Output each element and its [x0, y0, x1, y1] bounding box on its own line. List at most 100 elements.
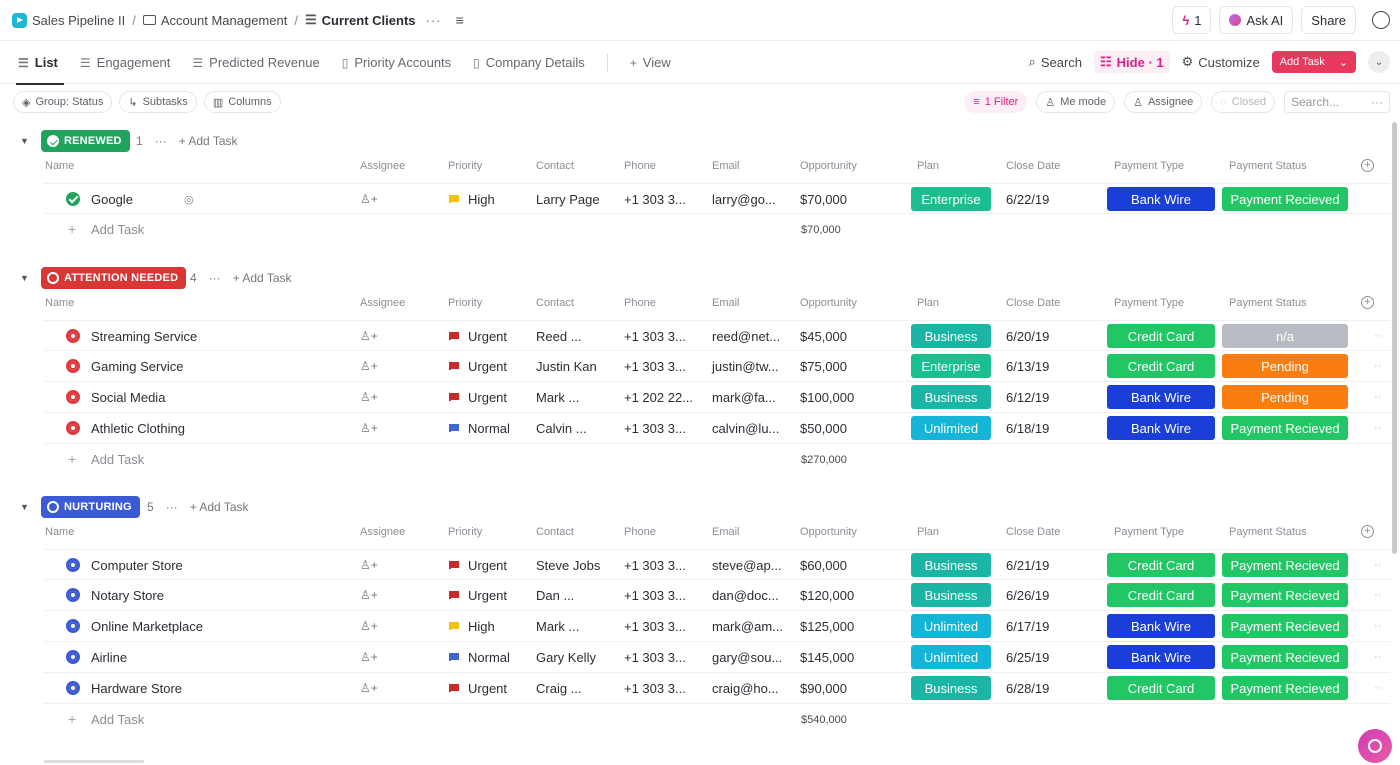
cell-opportunity[interactable]: $100,000: [800, 389, 855, 405]
attachment-icon[interactable]: ◎: [184, 193, 194, 206]
column-header-close-date[interactable]: Close Date: [1006, 526, 1061, 538]
task-name[interactable]: Social Media: [91, 389, 166, 405]
add-task-row[interactable]: + Add Task $540,000: [44, 704, 1390, 734]
search-icon[interactable]: [1372, 11, 1390, 29]
column-header-email[interactable]: Email: [712, 297, 740, 309]
cell-opportunity[interactable]: $45,000: [800, 328, 847, 344]
cell-priority[interactable]: Normal: [468, 649, 510, 665]
add-column-icon[interactable]: +: [1361, 159, 1374, 172]
column-header-payment-type[interactable]: Payment Type: [1114, 526, 1185, 538]
cell-phone[interactable]: +1 303 3...: [624, 587, 686, 603]
customize-button[interactable]: ⚙ Customize: [1182, 54, 1260, 70]
cell-phone[interactable]: +1 303 3...: [624, 649, 686, 665]
table-row[interactable]: Social Media ♙+ Urgent Mark ... +1 202 22...…: [44, 382, 1390, 413]
cell-priority[interactable]: Urgent: [468, 557, 508, 573]
share-button[interactable]: Share: [1301, 6, 1356, 34]
column-header-assignee[interactable]: Assignee: [360, 526, 406, 538]
task-name[interactable]: Airline: [91, 649, 128, 665]
tag-plan[interactable]: Unlimited: [911, 645, 991, 669]
group-by-chip[interactable]: ◈ Group: Status: [13, 91, 113, 113]
cell-close-date[interactable]: 6/12/19: [1006, 389, 1050, 405]
row-more-icon[interactable]: ··: [1374, 559, 1382, 571]
row-more-icon[interactable]: ··: [1374, 620, 1382, 632]
cell-contact[interactable]: Dan ...: [536, 587, 575, 603]
more-options-icon[interactable]: ···: [1371, 95, 1383, 109]
cell-opportunity[interactable]: $90,000: [800, 680, 847, 696]
cell-contact[interactable]: Larry Page: [536, 191, 600, 207]
add-assignee-icon[interactable]: ♙+: [360, 619, 378, 633]
more-options-icon[interactable]: ···: [208, 271, 221, 285]
tag-payment-type[interactable]: Bank Wire: [1107, 385, 1215, 409]
tag-payment-type[interactable]: Credit Card: [1107, 553, 1215, 577]
closed-chip[interactable]: ◌ Closed: [1211, 91, 1275, 113]
status-dot-icon[interactable]: [66, 558, 80, 572]
assistant-fab-button[interactable]: [1358, 729, 1392, 763]
row-more-icon[interactable]: ··: [1374, 391, 1382, 403]
cell-contact[interactable]: Craig ...: [536, 680, 582, 696]
status-dot-icon[interactable]: [66, 650, 80, 664]
column-header-payment-status[interactable]: Payment Status: [1229, 160, 1307, 172]
table-row[interactable]: Airline ♙+ Normal Gary Kelly +1 303 3... gary…: [44, 642, 1390, 673]
add-task-inline-button[interactable]: + Add Task: [189, 500, 249, 514]
column-header-email[interactable]: Email: [712, 526, 740, 538]
column-header-contact[interactable]: Contact: [536, 297, 574, 309]
cell-email[interactable]: justin@tw...: [712, 358, 779, 374]
status-dot-icon[interactable]: [66, 681, 80, 695]
tag-payment-type[interactable]: Credit Card: [1107, 676, 1215, 700]
tag-payment-status[interactable]: Payment Recieved: [1222, 553, 1348, 577]
automations-button[interactable]: ϟ 1: [1172, 6, 1212, 34]
cell-contact[interactable]: Justin Kan: [536, 358, 597, 374]
column-header-priority[interactable]: Priority: [448, 297, 483, 309]
cell-phone[interactable]: +1 303 3...: [624, 618, 686, 634]
cell-contact[interactable]: Gary Kelly: [536, 649, 596, 665]
tag-plan[interactable]: Business: [911, 676, 991, 700]
tag-plan[interactable]: Unlimited: [911, 614, 991, 638]
cell-email[interactable]: mark@fa...: [712, 389, 776, 405]
cell-close-date[interactable]: 6/17/19: [1006, 618, 1050, 634]
cell-close-date[interactable]: 6/13/19: [1006, 358, 1050, 374]
chevron-down-icon[interactable]: ⌄: [1338, 56, 1348, 69]
status-badge[interactable]: NURTURING: [41, 496, 140, 518]
cell-contact[interactable]: Mark ...: [536, 389, 580, 405]
task-name[interactable]: Online Marketplace: [91, 618, 203, 634]
cell-phone[interactable]: +1 303 3...: [624, 358, 686, 374]
column-header-phone[interactable]: Phone: [624, 526, 656, 538]
tab-list[interactable]: ☰ List: [16, 41, 64, 85]
status-dot-icon[interactable]: [66, 588, 80, 602]
column-header-close-date[interactable]: Close Date: [1006, 160, 1061, 172]
column-header-priority[interactable]: Priority: [448, 160, 483, 172]
tag-payment-type[interactable]: Credit Card: [1107, 354, 1215, 378]
tab-predicted-revenue[interactable]: ☰ Predicted Revenue: [192, 41, 319, 84]
tag-payment-type[interactable]: Bank Wire: [1107, 416, 1215, 440]
cell-phone[interactable]: +1 303 3...: [624, 328, 686, 344]
tag-payment-type[interactable]: Bank Wire: [1107, 614, 1215, 638]
task-search-input[interactable]: Search... ···: [1284, 91, 1390, 113]
cell-close-date[interactable]: 6/22/19: [1006, 191, 1050, 207]
cell-email[interactable]: craig@ho...: [712, 680, 779, 696]
table-row[interactable]: Streaming Service ♙+ Urgent Reed ... +1 303 …: [44, 320, 1390, 351]
cell-close-date[interactable]: 6/26/19: [1006, 587, 1050, 603]
add-assignee-icon[interactable]: ♙+: [360, 192, 378, 206]
vertical-scrollbar[interactable]: [1392, 122, 1397, 554]
status-dot-icon[interactable]: [66, 359, 80, 373]
cell-phone[interactable]: +1 202 22...: [624, 389, 694, 405]
tag-payment-status[interactable]: Payment Recieved: [1222, 583, 1348, 607]
columns-chip[interactable]: ▥ Columns: [203, 91, 281, 113]
tab-company-details[interactable]: ▯ Company Details: [473, 41, 585, 84]
cell-email[interactable]: gary@sou...: [712, 649, 783, 665]
task-name[interactable]: Computer Store: [91, 557, 183, 573]
column-header-opportunity[interactable]: Opportunity: [800, 297, 857, 309]
add-column-icon[interactable]: +: [1361, 296, 1374, 309]
add-assignee-icon[interactable]: ♙+: [360, 390, 378, 404]
task-name[interactable]: Streaming Service: [91, 328, 198, 344]
cell-priority[interactable]: Urgent: [468, 389, 508, 405]
column-header-phone[interactable]: Phone: [624, 297, 656, 309]
chevron-down-icon[interactable]: ▼: [20, 136, 29, 146]
cell-phone[interactable]: +1 303 3...: [624, 557, 686, 573]
status-dot-icon[interactable]: [66, 390, 80, 404]
add-assignee-icon[interactable]: ♙+: [360, 588, 378, 602]
hide-button[interactable]: ☷ Hide · 1: [1094, 51, 1170, 73]
cell-contact[interactable]: Calvin ...: [536, 420, 587, 436]
add-assignee-icon[interactable]: ♙+: [360, 329, 378, 343]
tag-payment-status[interactable]: Pending: [1222, 385, 1348, 409]
